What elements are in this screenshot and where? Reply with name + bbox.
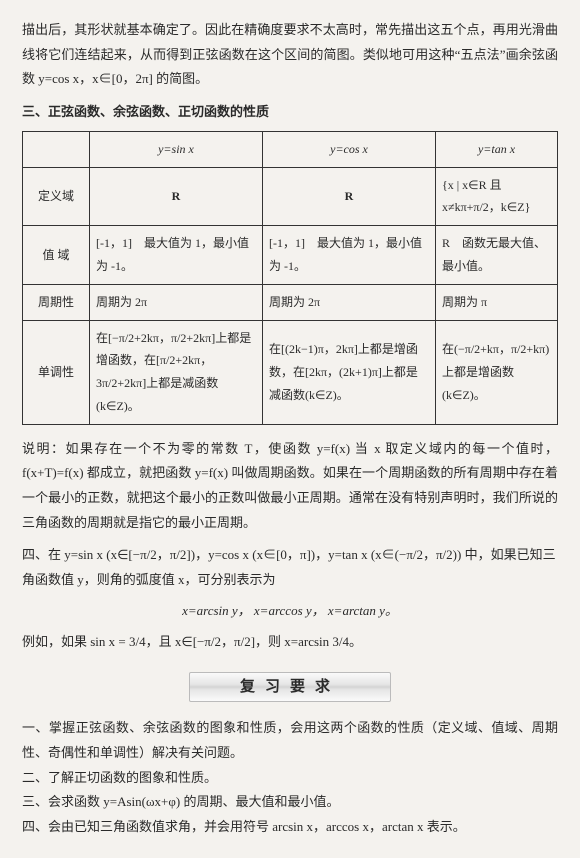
section-heading-inverse: 四、在 y=sin x (x∈[−π/2，π/2])，y=cos x (x∈[0… — [22, 543, 558, 592]
cell-range-cos: [-1，1] 最大值为 1，最小值为 -1。 — [263, 226, 436, 285]
cell-period-sin: 周期为 2π — [90, 284, 263, 320]
table-row: 单调性 在[−π/2+2kπ，π/2+2kπ]上都是增函数，在[π/2+2kπ，… — [23, 320, 558, 424]
row-label-period: 周期性 — [23, 284, 90, 320]
cell-domain-tan: {x | x∈R 且 x≠kπ+π/2，k∈Z} — [436, 167, 558, 226]
trig-properties-table: y=sin x y=cos x y=tan x 定义域 R R {x | x∈R… — [22, 131, 558, 425]
table-row: 周期性 周期为 2π 周期为 2π 周期为 π — [23, 284, 558, 320]
col-sin: y=sin x — [90, 131, 263, 167]
row-label-range: 值 域 — [23, 226, 90, 285]
intro-paragraph: 描出后，其形状就基本确定了。因此在精确度要求不太高时，常先描出这五个点，再用光滑… — [22, 18, 558, 92]
cell-mono-tan: 在(−π/2+kπ，π/2+kπ)上都是增函数(k∈Z)。 — [436, 320, 558, 424]
cell-mono-cos: 在[(2k−1)π，2kπ]上都是增函数，在[2kπ，(2k+1)π]上都是减函… — [263, 320, 436, 424]
cell-period-tan: 周期为 π — [436, 284, 558, 320]
cell-domain-cos: R — [263, 167, 436, 226]
cell-range-sin: [-1，1] 最大值为 1，最小值为 -1。 — [90, 226, 263, 285]
example-paragraph: 例如，如果 sin x = 3/4，且 x∈[−π/2，π/2]，则 x=arc… — [22, 630, 558, 655]
inverse-equations: x=arcsin y， x=arccos y， x=arctan y。 — [22, 599, 558, 624]
table-row: 定义域 R R {x | x∈R 且 x≠kπ+π/2，k∈Z} — [23, 167, 558, 226]
cell-range-tan: R 函数无最大值、最小值。 — [436, 226, 558, 285]
requirement-3: 三、会求函数 y=Asin(ωx+φ) 的周期、最大值和最小值。 — [22, 790, 558, 815]
row-label-domain: 定义域 — [23, 167, 90, 226]
requirement-4: 四、会由已知三角函数值求角，并会用符号 arcsin x，arccos x，ar… — [22, 815, 558, 840]
table-header-row: y=sin x y=cos x y=tan x — [23, 131, 558, 167]
cell-domain-sin: R — [90, 167, 263, 226]
review-banner: 复习要求 — [189, 672, 391, 702]
section-heading-properties: 三、正弦函数、余弦函数、正切函数的性质 — [22, 100, 558, 125]
table-corner — [23, 131, 90, 167]
explanation-paragraph: 说明：如果存在一个不为零的常数 T，使函数 y=f(x) 当 x 取定义域内的每… — [22, 437, 558, 536]
table-row: 值 域 [-1，1] 最大值为 1，最小值为 -1。 [-1，1] 最大值为 1… — [23, 226, 558, 285]
row-label-monotone: 单调性 — [23, 320, 90, 424]
requirement-1: 一、掌握正弦函数、余弦函数的图象和性质，会用这两个函数的性质（定义域、值域、周期… — [22, 716, 558, 765]
requirement-2: 二、了解正切函数的图象和性质。 — [22, 766, 558, 791]
cell-mono-sin: 在[−π/2+2kπ，π/2+2kπ]上都是增函数，在[π/2+2kπ，3π/2… — [90, 320, 263, 424]
cell-period-cos: 周期为 2π — [263, 284, 436, 320]
col-tan: y=tan x — [436, 131, 558, 167]
col-cos: y=cos x — [263, 131, 436, 167]
